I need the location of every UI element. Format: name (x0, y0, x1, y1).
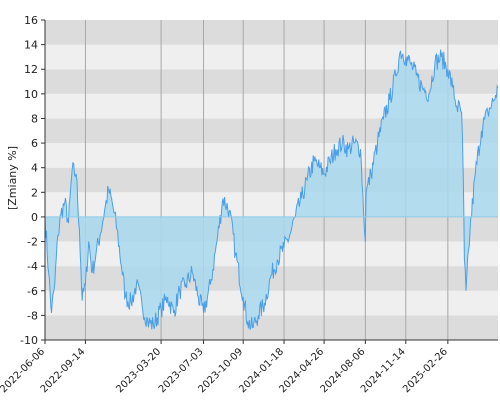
y-tick-label: 16 (24, 14, 38, 27)
grid-band (45, 44, 498, 70)
y-tick-label: 6 (31, 137, 38, 150)
y-tick-label: 4 (31, 162, 38, 175)
y-tick-label: -8 (27, 309, 38, 322)
y-tick-label: 10 (24, 88, 38, 101)
y-tick-label: -10 (20, 334, 38, 347)
x-tick-label: 2025-02-26 (401, 346, 450, 395)
y-tick-label: -2 (27, 236, 38, 249)
series-line (44, 49, 499, 330)
y-tick-label: 2 (31, 186, 38, 199)
y-tick-label: 12 (24, 63, 38, 76)
y-tick-label: 0 (31, 211, 38, 224)
y-tick-label: -6 (27, 285, 38, 298)
series-area (45, 49, 498, 330)
y-tick-label: -4 (27, 260, 38, 273)
grid-band (45, 290, 498, 316)
grid-band (45, 20, 498, 45)
y-tick-label: 8 (31, 112, 38, 125)
y-axis-label: [Zmiany %] (6, 146, 19, 210)
y-tick-label: 14 (24, 39, 38, 52)
grid-band (45, 315, 498, 340)
